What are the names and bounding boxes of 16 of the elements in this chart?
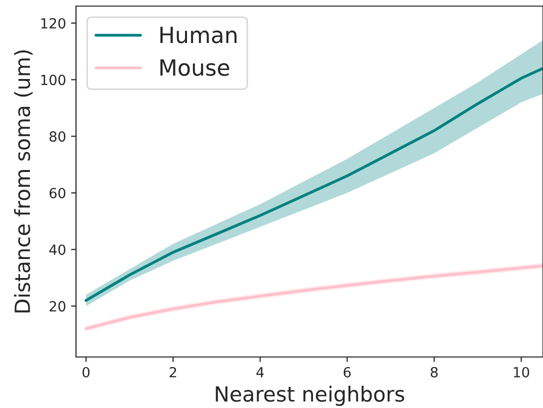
x-tick-label: 4 [256, 367, 264, 378]
y-tick-label: 20 [50, 301, 66, 312]
x-axis-title: Nearest neighbors [216, 386, 404, 406]
x-tick-label: 2 [170, 366, 176, 378]
y-tick-label: 100 [41, 74, 66, 86]
x-tick-label: 10 [514, 366, 530, 378]
y-tick-label: 60 [50, 188, 66, 198]
x-tick-label: 8 [430, 366, 438, 378]
y-tick-label: 120 [41, 18, 66, 29]
y-tick-label: 80 [50, 131, 66, 142]
y-axis-title: Distance from soma (um) [14, 50, 33, 312]
legend-label: Mouse [160, 59, 230, 76]
y-tick-label: 40 [49, 244, 66, 255]
x-tick-label: 6 [344, 366, 351, 378]
legend-label: Human [160, 26, 236, 44]
x-tick-label: 0 [82, 366, 90, 378]
